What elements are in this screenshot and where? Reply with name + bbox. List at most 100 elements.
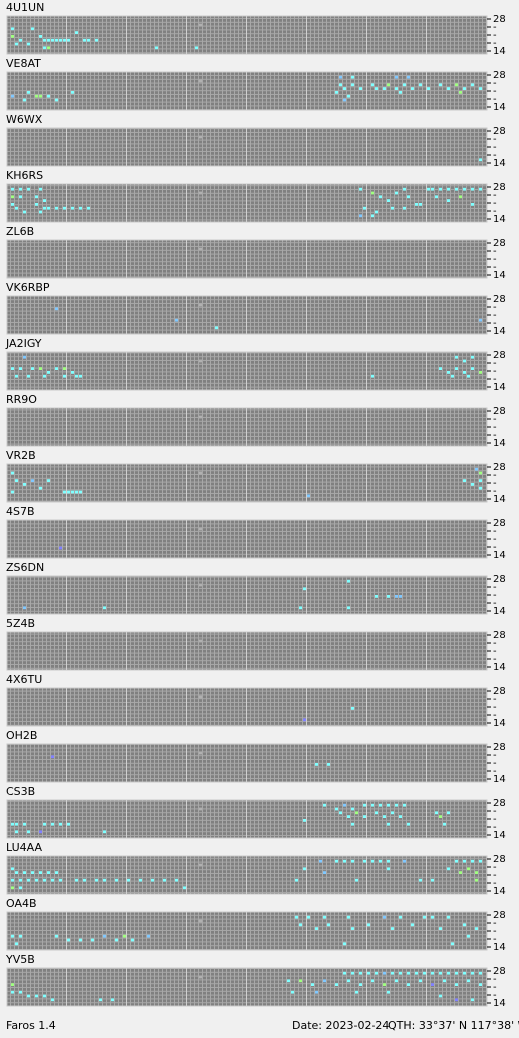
cell: [95, 878, 98, 882]
cell: [463, 87, 466, 90]
cell: [27, 878, 30, 882]
cell: [395, 803, 398, 807]
cell: [395, 191, 398, 195]
cell: [347, 606, 350, 610]
cell: [83, 878, 86, 882]
time-marker: [199, 23, 202, 27]
cell: [455, 83, 458, 87]
cell: [363, 815, 366, 818]
cell: [447, 199, 450, 202]
band-label: -: [493, 310, 497, 321]
cell: [403, 206, 406, 210]
cell: [23, 822, 26, 826]
cell: [395, 979, 398, 983]
cell: [103, 934, 106, 938]
cell: [55, 871, 58, 874]
cell: [95, 38, 98, 42]
band-label: 14: [493, 662, 506, 673]
cell: [479, 471, 482, 475]
cell: [455, 983, 458, 986]
cell: [455, 971, 458, 975]
time-marker: [199, 79, 202, 83]
cell: [295, 878, 298, 882]
cell: [343, 942, 346, 946]
time-marker: [199, 751, 202, 755]
cell: [307, 915, 310, 919]
cell: [55, 367, 58, 370]
cell: [399, 915, 402, 919]
cell: [11, 203, 14, 206]
cell: [371, 83, 374, 87]
beacon-name: CS3B: [6, 785, 35, 798]
cell: [35, 878, 38, 882]
cell: [363, 206, 366, 210]
cell: [11, 878, 14, 882]
date: Date: 2023-02-24: [292, 1019, 389, 1032]
band-label: 28: [493, 742, 506, 753]
cell: [375, 87, 378, 90]
band-label: -: [493, 766, 497, 777]
time-marker: [199, 863, 202, 867]
cell: [395, 595, 398, 598]
beacon-name: OA4B: [6, 897, 37, 910]
cell: [479, 983, 482, 986]
cell: [51, 38, 54, 42]
band-label: -: [493, 918, 497, 929]
cell: [39, 830, 42, 834]
cell: [391, 971, 394, 975]
cell: [447, 87, 450, 90]
cell: [75, 490, 78, 494]
cell: [43, 878, 46, 882]
band-label: 14: [493, 438, 506, 449]
cell: [351, 927, 354, 930]
band-label: -: [493, 374, 497, 385]
cell: [447, 915, 450, 919]
cell: [383, 915, 386, 919]
cell: [419, 83, 422, 87]
cell: [403, 859, 406, 863]
cell: [43, 46, 46, 50]
band-label: -: [493, 150, 497, 161]
cell: [15, 206, 18, 210]
band-label: 14: [493, 158, 506, 169]
cell: [451, 942, 454, 946]
cell: [67, 822, 70, 826]
band-label: -: [493, 134, 497, 145]
cell: [479, 158, 482, 162]
cell: [371, 979, 374, 983]
cell: [59, 822, 62, 826]
cell: [55, 307, 58, 311]
cell: [359, 87, 362, 90]
cell: [39, 187, 42, 191]
band-label: -: [493, 534, 497, 545]
cell: [303, 587, 306, 591]
beacon-name: LU4AA: [6, 841, 42, 854]
cell: [19, 38, 22, 42]
cell: [15, 830, 18, 834]
cell: [63, 206, 66, 210]
band-label: -: [493, 366, 497, 377]
cell: [43, 206, 46, 210]
cell: [363, 859, 366, 863]
cell: [371, 859, 374, 863]
cell: [471, 971, 474, 975]
cell: [175, 878, 178, 882]
cell: [59, 878, 62, 882]
cell: [395, 87, 398, 90]
beacon-name: ZL6B: [6, 225, 34, 238]
cell: [351, 822, 354, 826]
cell: [123, 934, 126, 938]
cell: [11, 35, 14, 38]
band-label: -: [493, 878, 497, 889]
cell: [11, 886, 14, 890]
time-marker: [199, 135, 202, 139]
cell: [287, 979, 290, 983]
cell: [415, 203, 418, 206]
cell: [103, 830, 106, 834]
cell: [311, 983, 314, 986]
cell: [343, 971, 346, 975]
cell: [27, 830, 30, 834]
cell: [439, 815, 442, 818]
band-label: -: [493, 934, 497, 945]
